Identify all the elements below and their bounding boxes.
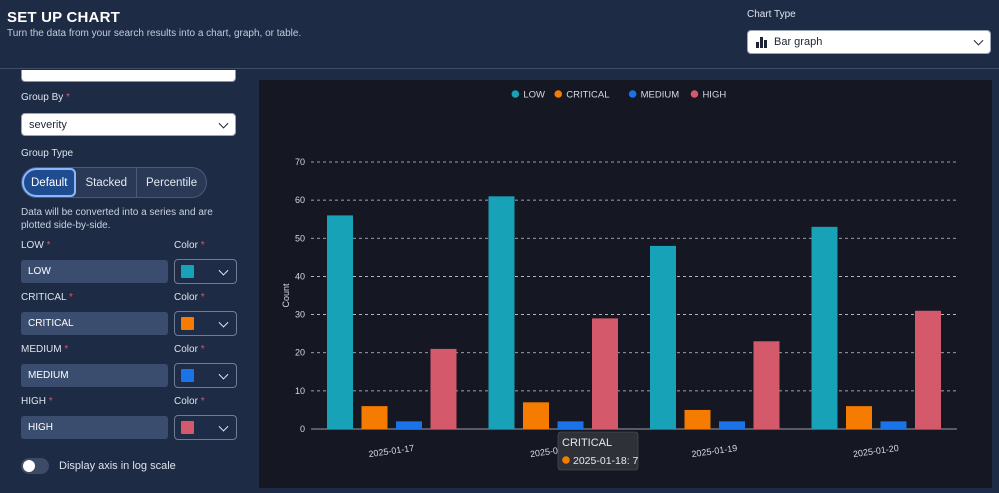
chevron-down-icon — [218, 421, 229, 432]
y-tick-label: 0 — [300, 424, 305, 434]
bar-low — [488, 196, 515, 429]
log-scale-label: Display axis in log scale — [59, 460, 176, 472]
group-type-default-button[interactable]: Default — [22, 168, 77, 197]
bar-medium — [719, 421, 745, 429]
series-critical-name-input[interactable]: CRITICAL — [21, 312, 168, 335]
color-swatch — [181, 265, 194, 278]
series-high-name-input[interactable]: HIGH — [21, 416, 168, 439]
group-by-label: Group By * — [21, 92, 70, 103]
y-tick-label: 30 — [295, 310, 305, 320]
series-medium-color-label: Color * — [174, 344, 205, 355]
series-low-color-select[interactable] — [174, 259, 237, 284]
tooltip-box — [557, 431, 639, 471]
y-tick-label: 20 — [295, 348, 305, 358]
x-tick-label: 2025-01-20 — [852, 443, 899, 459]
group-type-note: Data will be converted into a series and… — [21, 207, 213, 231]
legend-label-medium: MEDIUM — [641, 90, 680, 101]
y-tick-label: 10 — [295, 386, 305, 396]
tooltip-title: CRITICAL — [562, 437, 612, 449]
previous-field-input[interactable] — [21, 70, 236, 82]
tooltip-value: 2025-01-18: 7 — [573, 455, 639, 467]
chart-panel: 0 10 20 30 40 50 60 70 Count 2025-01-17 2025-01-18… — [259, 80, 992, 488]
bar-high — [430, 348, 457, 429]
color-swatch — [181, 369, 194, 382]
chevron-down-icon — [218, 118, 229, 129]
chart-type-value: Bar graph — [774, 36, 823, 48]
x-tick-label: 2025-01-19 — [691, 443, 738, 459]
series-critical-label: CRITICAL * — [21, 292, 73, 303]
y-axis-label: Count — [281, 283, 291, 308]
chart-type-select[interactable]: Bar graph — [747, 30, 991, 54]
color-swatch — [181, 421, 194, 434]
chevron-down-icon — [218, 265, 229, 276]
group-type-label: Group Type — [21, 148, 74, 159]
bar-high — [915, 310, 941, 429]
y-tick-label: 50 — [295, 233, 305, 243]
group-type-toggle: Default Stacked Percentile — [21, 167, 208, 198]
bar-chart-icon — [756, 36, 767, 48]
bar-low — [811, 226, 838, 429]
group-by-value: severity — [29, 118, 67, 131]
y-tick-label: 40 — [295, 271, 305, 281]
y-tick-label: 60 — [295, 195, 305, 205]
series-medium-label: MEDIUM * — [21, 344, 69, 355]
tooltip-marker — [562, 456, 570, 464]
series-critical-color-label: Color * — [174, 292, 205, 303]
series-high-color-label: Color * — [174, 396, 205, 407]
series-low-color-label: Color * — [174, 240, 205, 251]
legend-marker-medium — [628, 90, 637, 98]
legend-marker-critical — [554, 90, 563, 98]
chart-type-label: Chart Type — [747, 9, 796, 20]
series-critical-color-select[interactable] — [174, 311, 237, 336]
bar-high — [592, 318, 618, 429]
series-medium-name-input[interactable]: MEDIUM — [21, 364, 168, 387]
chevron-down-icon — [218, 317, 229, 328]
page-title: SET UP CHART — [7, 9, 120, 26]
series-medium-color-select[interactable] — [174, 363, 237, 388]
legend-marker-high — [690, 90, 699, 98]
legend-label-critical: CRITICAL — [566, 90, 609, 101]
legend-marker-low — [511, 90, 520, 98]
bar-critical — [523, 402, 549, 429]
y-tick-label: 70 — [295, 157, 305, 167]
bar-medium — [396, 421, 422, 429]
series-high-color-select[interactable] — [174, 415, 237, 440]
bar-low — [327, 215, 353, 429]
bar-critical — [361, 406, 388, 429]
toggle-knob — [23, 460, 35, 472]
log-scale-toggle[interactable] — [21, 458, 49, 474]
group-type-percentile-button[interactable]: Percentile — [146, 176, 198, 189]
color-swatch — [181, 317, 194, 330]
bar-critical — [846, 406, 872, 429]
series-low-label: LOW * — [21, 240, 51, 251]
chevron-down-icon — [218, 369, 229, 380]
chevron-down-icon — [973, 35, 984, 46]
bar-high — [753, 341, 780, 429]
x-tick-label: 2025-01-17 — [368, 443, 415, 459]
legend-label-low: LOW — [523, 90, 545, 101]
bar-medium — [880, 421, 907, 429]
bar-medium — [557, 421, 584, 429]
bar-low — [650, 245, 676, 429]
group-type-stacked-button[interactable]: Stacked — [76, 168, 137, 197]
page-subtitle: Turn the data from your search results i… — [7, 28, 302, 39]
bar-critical — [684, 409, 711, 429]
series-low-name-input[interactable]: LOW — [21, 260, 168, 283]
group-by-select[interactable]: severity — [21, 113, 236, 136]
header-divider — [0, 68, 999, 69]
bar-chart: 0 10 20 30 40 50 60 70 Count 2025-01-17 2025-01-18… — [281, 90, 957, 471]
legend-label-high: HIGH — [702, 90, 726, 101]
series-high-label: HIGH * — [21, 396, 53, 407]
